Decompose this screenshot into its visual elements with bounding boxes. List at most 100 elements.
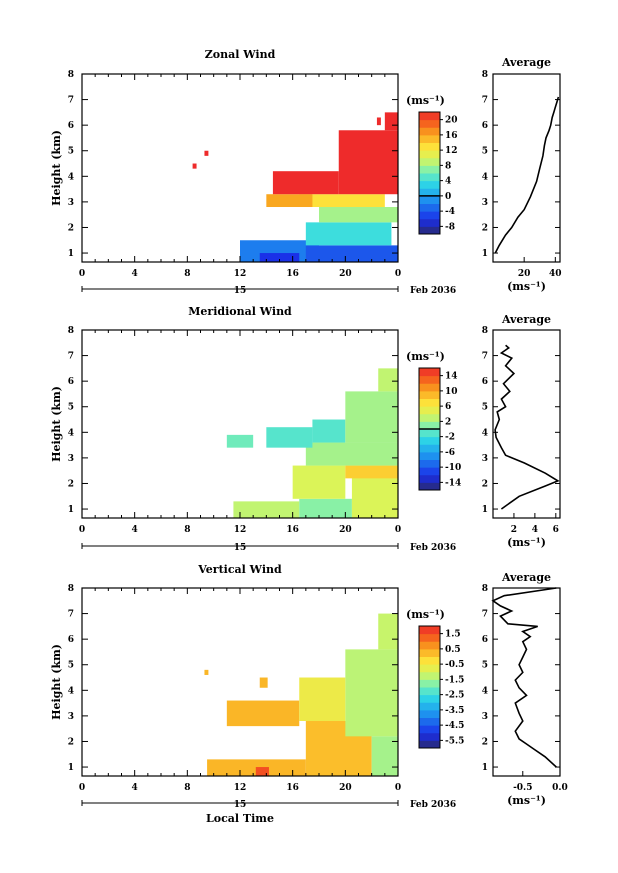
colorbar-cell-7	[419, 687, 440, 696]
heatmap-cell-6	[266, 194, 313, 208]
colorbar-cell-2	[419, 725, 440, 734]
y-tick-label: 5	[68, 661, 74, 671]
colorbar-tick-label: 2	[445, 417, 451, 427]
colorbar-cell-0	[419, 226, 440, 235]
colorbar-tick-label: -5.5	[445, 736, 464, 746]
colorbar-cell-1	[419, 218, 440, 227]
y-axis-label: Height (km)	[50, 644, 63, 720]
heatmap-cell-7	[266, 427, 313, 448]
profile-frame	[492, 73, 561, 263]
profile-y-tick-label: 6	[482, 635, 488, 645]
heatmap-cell-6	[226, 434, 254, 448]
colorbar-cell-11	[419, 398, 440, 407]
heatmap-cell-4	[345, 649, 398, 737]
profile-x-tick-label: 2	[511, 525, 517, 535]
colorbar-tick-label: -0.5	[445, 660, 464, 670]
colorbar-cell-10	[419, 664, 440, 673]
profile-y-tick-label: 5	[482, 661, 488, 671]
y-tick-label: 6	[68, 635, 74, 645]
profile-line	[494, 96, 560, 254]
colorbar-tick-label: 6	[445, 402, 451, 412]
profile-y-tick-label: 6	[482, 121, 488, 131]
profile-y-tick-label: 7	[482, 352, 488, 362]
colorbar-tick-label: 10	[445, 387, 458, 397]
profile-y-tick-label: 3	[482, 198, 488, 208]
heatmap-cell-1	[255, 767, 269, 776]
x-tick-label: 0	[79, 525, 85, 535]
colorbar-cell-8	[419, 679, 440, 688]
y-tick-label: 2	[68, 479, 74, 489]
colorbar-frame	[418, 625, 441, 749]
profile-x-tick-label: 0.0	[552, 783, 568, 793]
profile-y-tick-label: 6	[482, 377, 488, 387]
y-tick-label: 7	[68, 352, 74, 362]
colorbar: 20 16 12 8 4 0 -4 -8 (ms⁻¹)	[406, 94, 458, 235]
profile-line	[494, 344, 560, 510]
heatmap-cell-5	[299, 194, 385, 208]
colorbar-cell-12	[419, 134, 440, 143]
y-axis-label: Height (km)	[50, 386, 63, 462]
profile-x-tick-label: 20	[518, 269, 531, 279]
colorbar-cell-9	[419, 413, 440, 422]
heatmap-cell-3	[305, 222, 392, 246]
colorbar-cell-14	[419, 119, 440, 128]
colorbar-unit: (ms⁻¹)	[406, 94, 445, 107]
colorbar-cell-4	[419, 709, 440, 718]
profile-y-tick-label: 8	[482, 326, 488, 336]
profile-y-tick-label: 8	[482, 70, 488, 80]
y-tick-label: 3	[68, 454, 74, 464]
x-tick-label: 4	[132, 525, 138, 535]
colorbar-cell-1	[419, 732, 440, 741]
profile-x-tick-label: -0.5	[513, 783, 532, 793]
profile-y-tick-label: 8	[482, 584, 488, 594]
colorbar-cell-12	[419, 648, 440, 657]
profile-x-tick-label: 6	[553, 525, 559, 535]
colorbar-cell-6	[419, 694, 440, 703]
y-tick-label: 4	[68, 428, 74, 438]
y-tick-label: 7	[68, 96, 74, 106]
date-day-label: 15	[234, 286, 247, 296]
chart-title: Meridional Wind	[188, 305, 292, 318]
heatmap-cell-10	[192, 163, 197, 169]
y-axis-label: Height (km)	[50, 130, 63, 206]
colorbar-cell-14	[419, 633, 440, 642]
profile-y-tick-label: 3	[482, 454, 488, 464]
y-tick-label: 8	[68, 584, 74, 594]
y-tick-label: 7	[68, 610, 74, 620]
date-label: Feb 2036	[410, 543, 456, 553]
date-day-label: 15	[234, 543, 247, 553]
x-tick-label: 12	[234, 269, 247, 279]
x-tick-label: 16	[286, 269, 299, 279]
date-label: Feb 2036	[410, 286, 456, 296]
x-tick-label: 0	[395, 525, 401, 535]
colorbar-cell-15	[419, 112, 440, 121]
colorbar-tick-label: -1.5	[445, 675, 464, 685]
y-tick-label: 6	[68, 377, 74, 387]
colorbar-tick-label: -2	[445, 433, 455, 443]
profile-x-tick-label: 40	[549, 269, 562, 279]
colorbar-tick-label: 14	[445, 372, 458, 382]
x-tick-label: 16	[286, 783, 299, 793]
profile-y-tick-label: 4	[482, 172, 488, 182]
colorbar-cell-9	[419, 671, 440, 680]
profile-frame	[492, 587, 561, 777]
colorbar-tick-label: 8	[445, 161, 451, 171]
profile-frame	[492, 329, 561, 519]
heatmap-cell-7	[272, 171, 339, 195]
heatmap-cell-4	[345, 465, 398, 479]
profile-title: Average	[501, 571, 551, 584]
profile-y-tick-label: 4	[482, 686, 488, 696]
heatmap-cell-5	[305, 442, 398, 466]
colorbar-cell-4	[419, 195, 440, 204]
profile-y-tick-label: 1	[482, 505, 488, 515]
colorbar-cell-15	[419, 368, 440, 377]
colorbar-cell-11	[419, 142, 440, 151]
colorbar-cell-9	[419, 157, 440, 166]
profile-panel: Average 1 2 3 4 5 6 7 8 -0.5 0.0 (ms⁻¹)	[482, 571, 568, 807]
colorbar-cell-4	[419, 451, 440, 460]
profile-y-tick-label: 2	[482, 223, 488, 233]
colorbar-cell-7	[419, 173, 440, 182]
